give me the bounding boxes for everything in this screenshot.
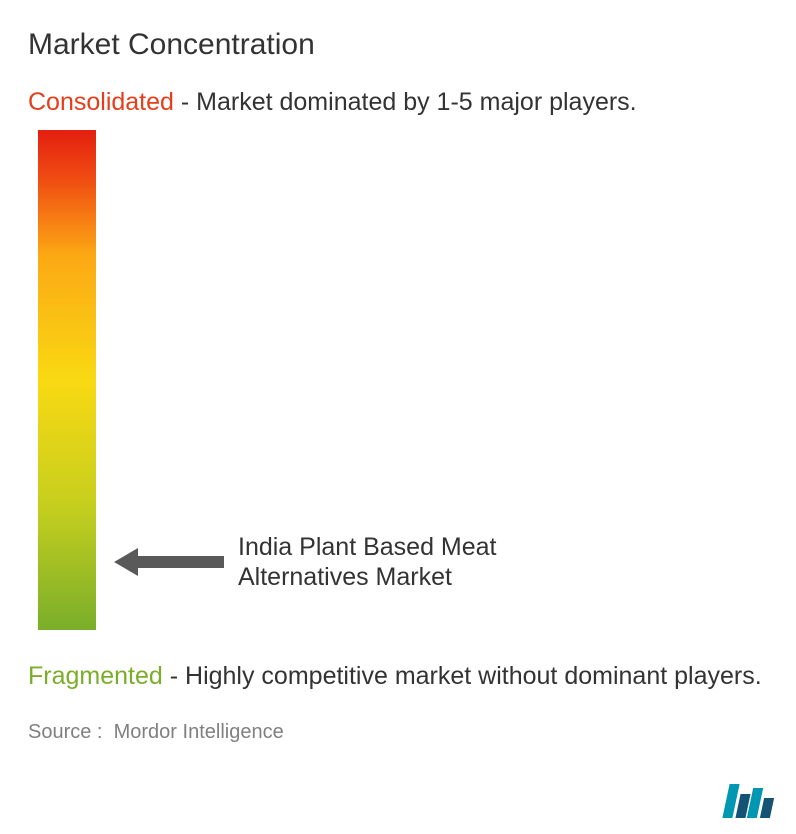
source-name: Mordor Intelligence [114, 721, 284, 743]
page-title: Market Concentration [28, 28, 768, 62]
fragmented-description: Fragmented - Highly competitive market w… [28, 662, 768, 692]
fragmented-text: - Highly competitive market without domi… [163, 662, 762, 690]
brand-logo-icon [726, 784, 772, 818]
arrow-left-icon [114, 552, 224, 572]
concentration-scale: India Plant Based Meat Alternatives Mark… [28, 130, 768, 650]
source-line: Source : Mordor Intelligence [28, 721, 768, 744]
source-prefix: Source : [28, 721, 102, 743]
marker-label: India Plant Based Meat Alternatives Mark… [238, 532, 568, 592]
consolidated-text: - Market dominated by 1-5 major players. [174, 88, 637, 116]
gradient-bar [38, 130, 96, 630]
market-marker: India Plant Based Meat Alternatives Mark… [114, 532, 568, 592]
consolidated-description: Consolidated - Market dominated by 1-5 m… [28, 88, 768, 118]
fragmented-label: Fragmented [28, 662, 163, 690]
consolidated-label: Consolidated [28, 88, 174, 116]
